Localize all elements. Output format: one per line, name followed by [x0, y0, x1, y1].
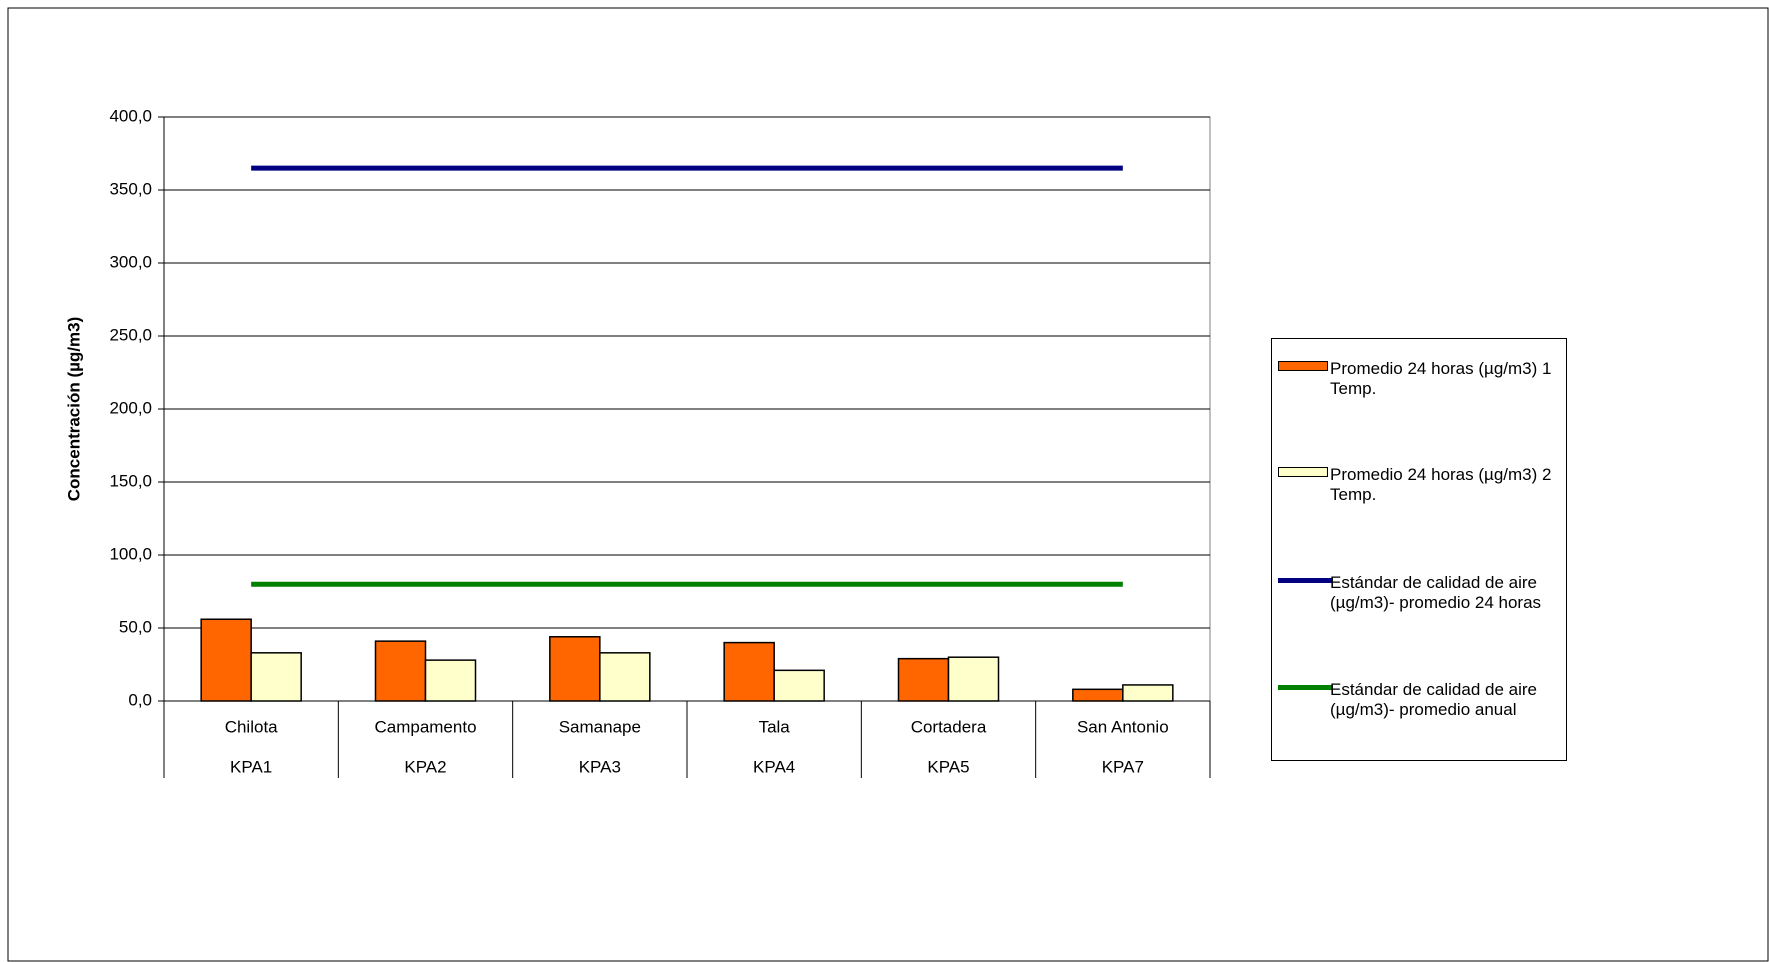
legend-label: Promedio 24 horas (µg/m3) 2 Temp.: [1330, 465, 1552, 504]
bar: [723, 641, 775, 702]
x-tick-label: Samanape: [559, 717, 641, 736]
bar: [549, 636, 601, 702]
y-tick-label: 100,0: [109, 544, 152, 563]
bar: [200, 618, 252, 702]
x-tick-label-code: KPA1: [230, 757, 272, 776]
legend-swatch: [1278, 685, 1332, 690]
x-tick-label: Tala: [759, 717, 791, 736]
legend-swatch: [1278, 361, 1328, 371]
x-tick-label-code: KPA5: [927, 757, 969, 776]
bar: [947, 656, 1000, 702]
y-tick-label: 300,0: [109, 252, 152, 271]
x-tick-label-code: KPA2: [404, 757, 446, 776]
bar: [1122, 684, 1174, 702]
legend-swatch: [1278, 578, 1332, 583]
y-tick-label: 150,0: [109, 471, 152, 490]
y-tick-label: 200,0: [109, 398, 152, 417]
bar: [897, 657, 950, 702]
x-tick-label-code: KPA7: [1102, 757, 1144, 776]
bar: [424, 659, 477, 702]
legend-label: Promedio 24 horas (µg/m3) 1 Temp.: [1330, 359, 1552, 398]
bar: [599, 652, 651, 702]
legend-label: Estándar de calidad de aire (µg/m3)- pro…: [1330, 680, 1537, 719]
x-tick-label: Cortadera: [911, 717, 987, 736]
y-tick-label: 250,0: [109, 325, 152, 344]
chart-border: [7, 7, 1769, 962]
y-tick-label: 400,0: [109, 106, 152, 125]
bar: [374, 640, 427, 702]
y-tick-label: 350,0: [109, 179, 152, 198]
x-tick-label: Chilota: [225, 717, 278, 736]
legend: Promedio 24 horas (µg/m3) 1 Temp. Promedi…: [1271, 338, 1567, 761]
y-tick-label: 0,0: [128, 690, 152, 709]
legend-swatch: [1278, 467, 1328, 477]
bar: [773, 669, 825, 702]
legend-label: Estándar de calidad de aire (µg/m3)- pro…: [1330, 573, 1542, 612]
y-tick-label: 50,0: [119, 617, 152, 636]
x-tick-label-code: KPA3: [579, 757, 621, 776]
x-tick-label-code: KPA4: [753, 757, 795, 776]
y-axis-title: Concentración (µg/m3): [64, 317, 83, 502]
bar: [1072, 688, 1124, 702]
bar: [250, 652, 302, 702]
x-tick-label: San Antonio: [1077, 717, 1169, 736]
x-tick-label: Campamento: [374, 717, 476, 736]
